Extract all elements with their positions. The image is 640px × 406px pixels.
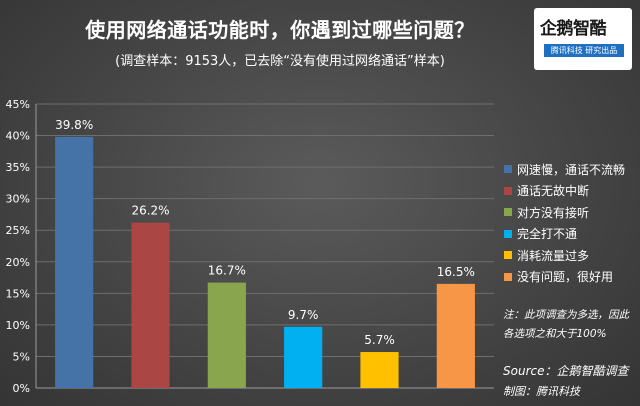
legend-swatch bbox=[504, 251, 512, 259]
y-tick-label: 30% bbox=[6, 193, 30, 206]
bar bbox=[360, 352, 399, 388]
legend-swatch bbox=[504, 229, 512, 238]
chart-note: 注：此项调查为多选，因此各选项之和大于100% bbox=[503, 309, 629, 340]
bar bbox=[131, 222, 170, 388]
legend-swatch bbox=[504, 208, 512, 216]
bar bbox=[207, 282, 246, 388]
y-tick-label: 0% bbox=[13, 382, 30, 395]
data-label: 39.8% bbox=[55, 118, 93, 132]
data-label: 9.7% bbox=[288, 308, 319, 322]
y-tick-label: 20% bbox=[6, 256, 30, 269]
y-tick-label: 35% bbox=[6, 161, 30, 174]
legend-item: 网速慢，通话不流畅 bbox=[504, 160, 640, 178]
bar bbox=[55, 136, 94, 388]
logo-tagline: 腾讯科技 研究出品 bbox=[544, 44, 624, 57]
legend-label: 通话无故中断 bbox=[517, 184, 590, 198]
legend-label: 完全打不通 bbox=[517, 227, 578, 241]
legend-label: 消耗流量过多 bbox=[517, 248, 590, 263]
legend-item: 完全打不通 bbox=[504, 225, 640, 243]
data-label: 16.7% bbox=[208, 264, 246, 278]
logo-name: 企鹅智酷 bbox=[540, 19, 607, 39]
y-tick-label: 15% bbox=[6, 287, 30, 300]
chart-subtitle: (调查样本：9153人，已去除“没有使用过网络通话”样本) bbox=[115, 54, 445, 69]
brand-logo: 企鹅智酷 腾讯科技 研究出品 bbox=[534, 8, 632, 70]
legend-item: 对方没有接听 bbox=[504, 203, 640, 221]
data-label: 26.2% bbox=[131, 204, 169, 218]
legend-item: 消耗流量过多 bbox=[504, 246, 640, 264]
legend-label: 网速慢，通话不流畅 bbox=[517, 162, 626, 177]
legend-label: 对方没有接听 bbox=[517, 205, 590, 220]
maker-credit: 制图：腾讯科技 bbox=[503, 385, 580, 398]
data-label: 5.7% bbox=[364, 333, 395, 347]
legend-item: 通话无故中断 bbox=[504, 182, 640, 200]
chart-legend: 网速慢，通话不流畅 通话无故中断 对方没有接听 完全打不通消耗流量过多没有问题，很好用 bbox=[504, 160, 640, 289]
chart-title: 使用网络通话功能时，你遇到过哪些问题？ bbox=[85, 18, 475, 42]
legend-item: 没有问题，很好用 bbox=[504, 268, 640, 286]
legend-swatch bbox=[504, 272, 512, 281]
y-tick-label: 40% bbox=[6, 130, 30, 143]
source-credit: Source：企鹅智酷调查 bbox=[503, 364, 629, 378]
y-tick-label: 25% bbox=[6, 224, 30, 237]
bar bbox=[436, 283, 475, 388]
y-tick-label: 10% bbox=[6, 319, 30, 332]
legend-swatch bbox=[504, 165, 512, 173]
legend-label: 没有问题，很好用 bbox=[517, 270, 614, 284]
legend-swatch bbox=[504, 186, 512, 195]
bar bbox=[284, 326, 323, 388]
y-tick-label: 5% bbox=[13, 350, 30, 363]
y-tick-label: 45% bbox=[6, 98, 30, 111]
data-label: 16.5% bbox=[437, 265, 475, 279]
